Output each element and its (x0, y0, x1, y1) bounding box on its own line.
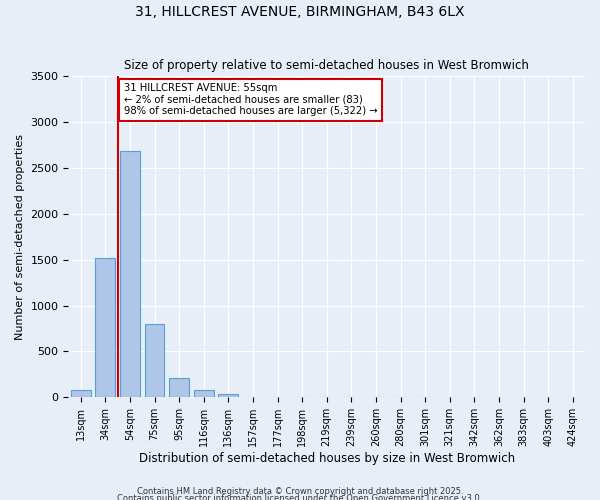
Title: Size of property relative to semi-detached houses in West Bromwich: Size of property relative to semi-detach… (124, 59, 529, 72)
Text: Contains HM Land Registry data © Crown copyright and database right 2025.: Contains HM Land Registry data © Crown c… (137, 487, 463, 496)
Bar (120, 151, 140, 398)
Text: 31 HILLCREST AVENUE: 55sqm
← 2% of semi-detached houses are smaller (83)
98% of : 31 HILLCREST AVENUE: 55sqm ← 2% of semi-… (124, 84, 377, 116)
Bar (194, 390, 214, 398)
Text: 31, HILLCREST AVENUE, BIRMINGHAM, B43 6LX: 31, HILLCREST AVENUE, BIRMINGHAM, B43 6L… (135, 5, 465, 19)
X-axis label: Distribution of semi-detached houses by size in West Bromwich: Distribution of semi-detached houses by … (139, 452, 515, 465)
Bar (218, 394, 238, 398)
Bar (95, 258, 115, 398)
Text: Contains public sector information licensed under the Open Government Licence v3: Contains public sector information licen… (118, 494, 482, 500)
Bar (145, 324, 164, 398)
Bar (71, 390, 91, 398)
Y-axis label: Number of semi-detached properties: Number of semi-detached properties (15, 134, 25, 340)
Bar (169, 378, 189, 398)
